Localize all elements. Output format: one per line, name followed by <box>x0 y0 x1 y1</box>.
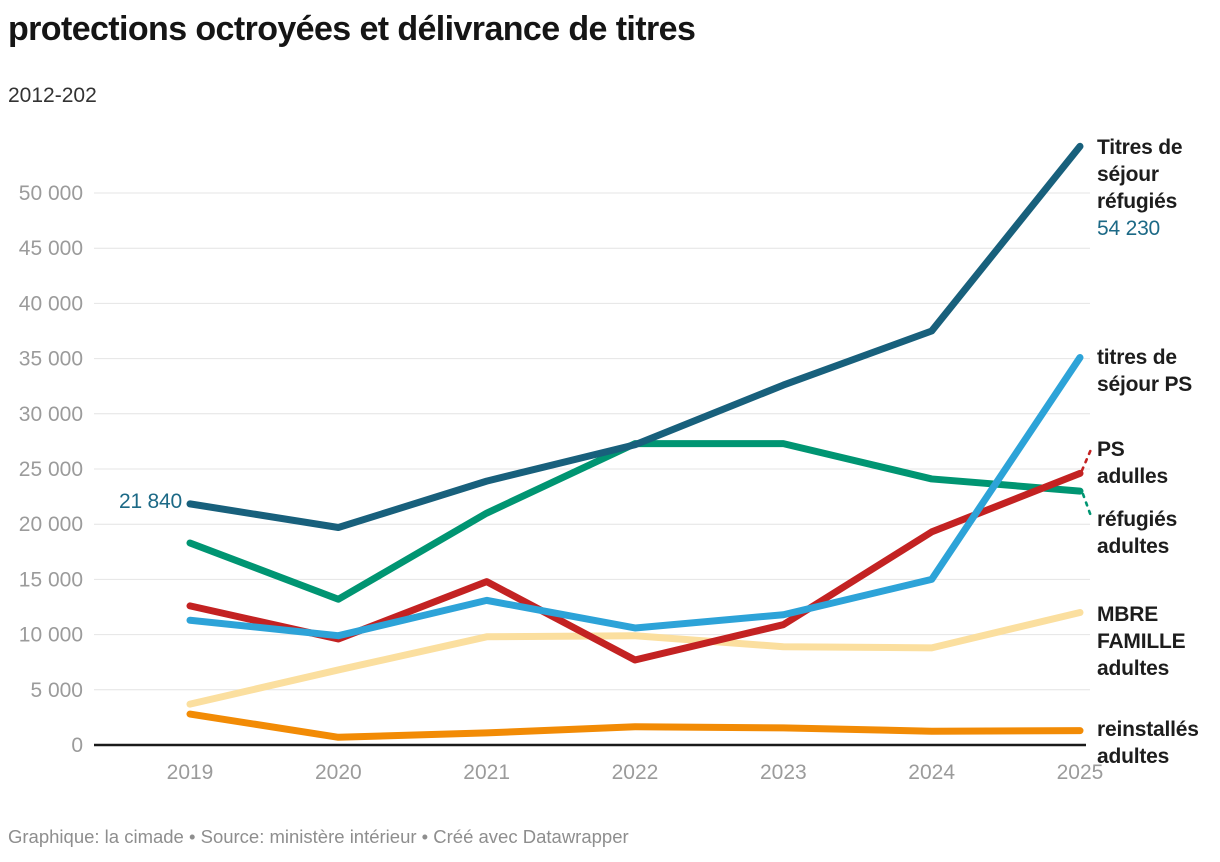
chart-subtitle: 2012-202 <box>8 84 97 107</box>
x-axis-tick-label: 2021 <box>463 761 510 784</box>
series-label-mbre-famille-adultes: MBRE FAMILLE adultes <box>1097 603 1186 680</box>
series-label-ps-adulles: PS adulles <box>1097 438 1168 488</box>
leader-line-refugies-adultes <box>1081 492 1094 521</box>
chart-title: protections octroyées et délivrance de t… <box>8 10 696 48</box>
start-value-label: 21 840 <box>118 490 182 513</box>
x-axis-tick-label: 2025 <box>1057 761 1104 784</box>
y-axis-tick-label: 45 000 <box>19 237 83 260</box>
y-axis-tick-label: 35 000 <box>19 348 83 371</box>
series-label-titres-de-sejour-ps: titres de séjour PS <box>1097 346 1193 396</box>
y-axis-tick-label: 20 000 <box>19 513 83 536</box>
line-series-reinstalles-adultes <box>186 710 1084 741</box>
end-value-label: 54 230 <box>1097 217 1161 240</box>
chart-canvas: 0 5 000 10 000 15 000 20 000 25 000 30 000 35 0… <box>19 142 1104 784</box>
line-series-titres-de-sejour-refugies <box>186 142 1084 532</box>
series-label-titres-de-sejour-refugies: Titres de séjour réfugiés <box>1097 136 1183 213</box>
y-axis-tick-label: 0 <box>71 734 83 757</box>
y-axis-tick-label: 15 000 <box>19 568 83 591</box>
y-axis-tick-label: 10 000 <box>19 624 83 647</box>
line-series-mbre-famille-adultes <box>186 609 1084 708</box>
y-axis-tick-label: 5 000 <box>30 679 83 702</box>
line-series-refugies-adultes <box>186 440 1084 603</box>
x-axis-tick-label: 2023 <box>760 761 807 784</box>
series-label-refugies-adultes: réfugiés adultes <box>1097 508 1178 558</box>
y-axis-tick-label: 25 000 <box>19 458 83 481</box>
y-axis-tick-label: 30 000 <box>19 403 83 426</box>
x-axis-tick-label: 2020 <box>315 761 362 784</box>
x-axis-tick-label: 2022 <box>612 761 659 784</box>
line-series-titres-de-sejour-ps <box>186 353 1084 640</box>
x-axis-tick-label: 2019 <box>167 761 214 784</box>
y-axis-tick-label: 50 000 <box>19 182 83 205</box>
y-axis-tick-label: 40 000 <box>19 292 83 315</box>
series-label-reinstalles-adultes: reinstallés adultes <box>1097 718 1199 768</box>
chart-footer: Graphique: la cimade • Source: ministère… <box>8 826 629 847</box>
x-axis-tick-label: 2024 <box>908 761 955 784</box>
line-chart: 0 5 000 10 000 15 000 20 000 25 000 30 000 35 0… <box>19 136 1199 784</box>
leader-line-ps-adulles <box>1080 445 1094 472</box>
